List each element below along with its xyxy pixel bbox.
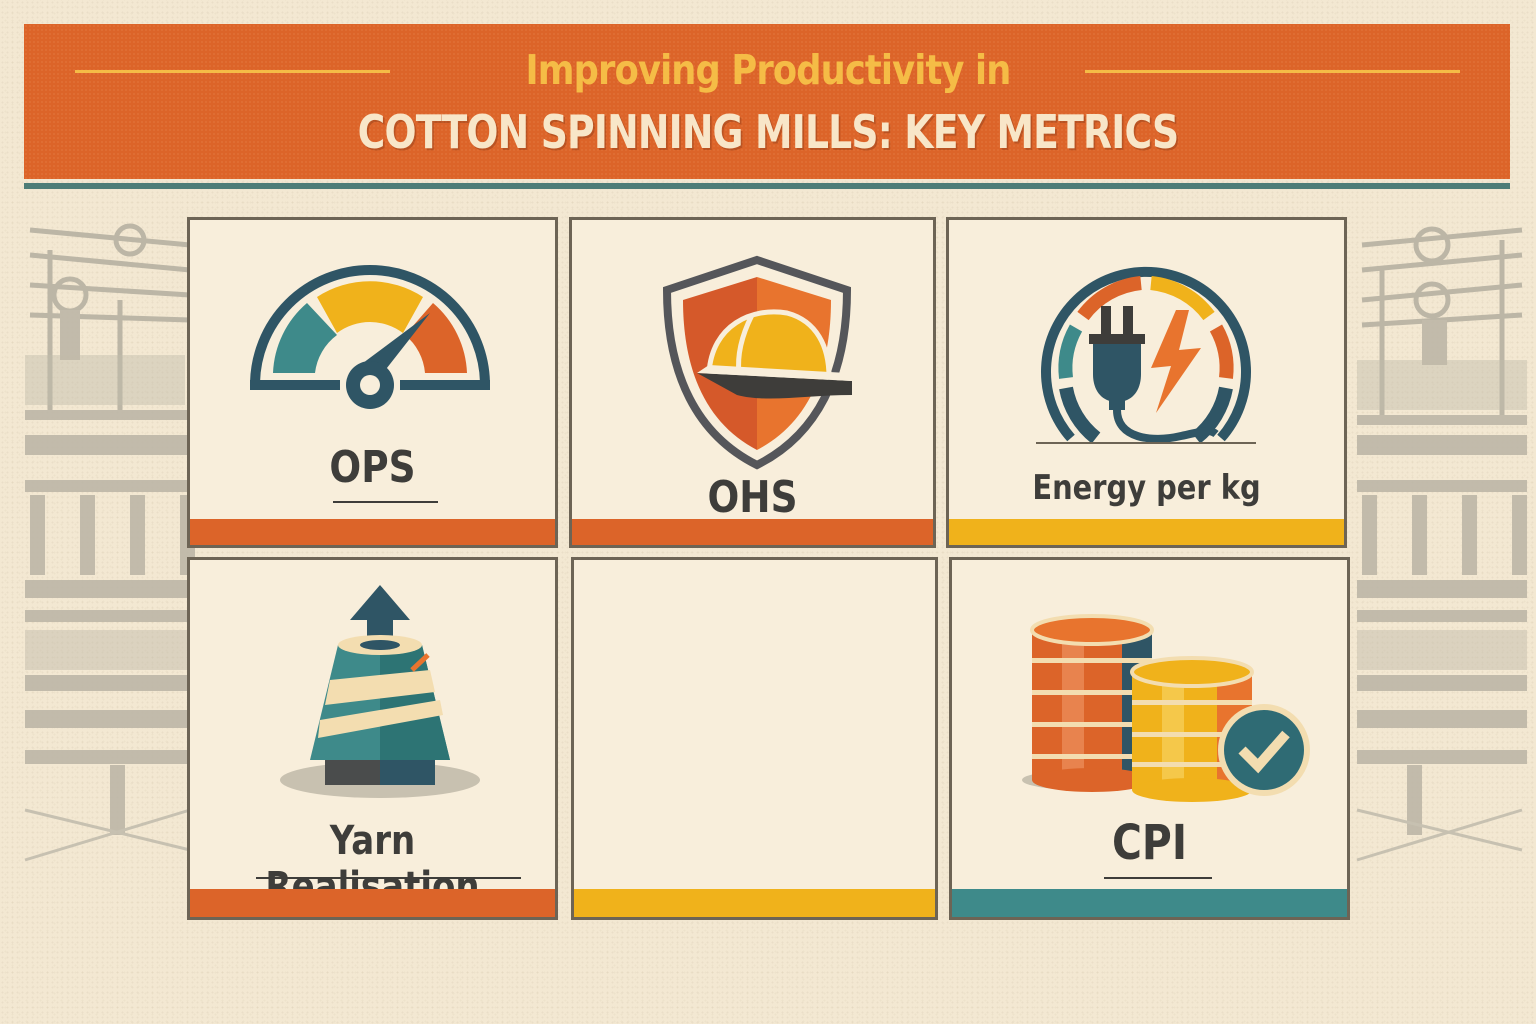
metric-label-ohs: OHS [707, 472, 798, 523]
title-line-1: Improving Productivity in [525, 46, 1012, 94]
metric-card-yarn-realisation[interactable]: Yarn Realisation [187, 557, 558, 920]
metric-card-cpi[interactable]: CPI [949, 557, 1350, 920]
metric-label-cpi: CPI [1111, 815, 1188, 871]
title-decoration-left [75, 70, 390, 73]
label-underline [333, 501, 438, 503]
metric-label-energy-per-kg: Energy per kg [1032, 468, 1261, 508]
header-rule [24, 183, 1510, 189]
card-color-bar [572, 519, 933, 545]
speedometer-gauge-icon [250, 265, 490, 409]
metric-card-ohs[interactable]: OHS [569, 217, 936, 548]
card-color-bar [574, 889, 935, 917]
label-underline [256, 877, 521, 879]
title-decoration-right [1085, 70, 1460, 73]
label-underline [1104, 877, 1212, 879]
card-color-bar [190, 889, 555, 917]
spinning-machinery-illustration-left [24, 223, 195, 862]
metric-card-empty[interactable] [571, 557, 938, 920]
title-line-2: COTTON SPINNING MILLS: KEY METRICS [357, 105, 1180, 159]
card-color-bar [949, 519, 1344, 545]
spinning-machinery-illustration-right [1356, 226, 1527, 862]
card-color-bar [952, 889, 1347, 917]
coin-stacks-check-icon [1022, 614, 1310, 802]
plug-lightning-gauge-icon [1036, 266, 1256, 444]
shield-hardhat-icon [662, 255, 852, 470]
metric-label-ops: OPS [329, 442, 416, 493]
metric-card-ops[interactable]: OPS [187, 217, 558, 548]
header-banner [24, 24, 1510, 179]
yarn-cone-up-arrow-icon [280, 585, 480, 798]
card-color-bar [190, 519, 555, 545]
metric-card-energy-per-kg[interactable]: Energy per kg [946, 217, 1347, 548]
